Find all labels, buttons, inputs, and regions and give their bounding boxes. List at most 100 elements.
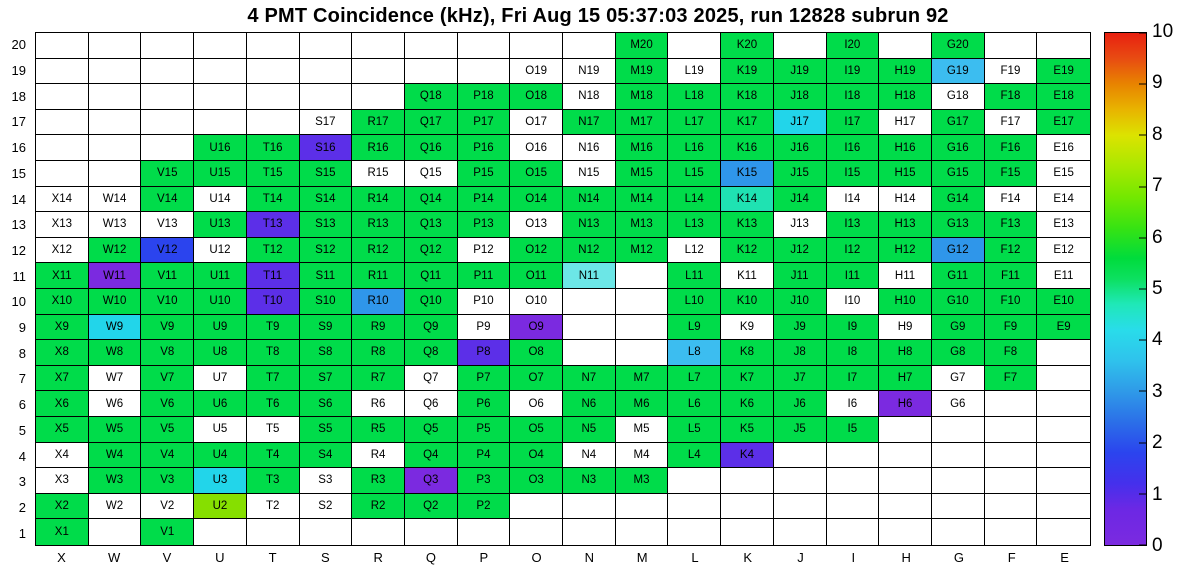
heatmap-cell-empty (1037, 365, 1090, 392)
heatmap-cell: K12 (721, 237, 774, 264)
colorbar-tick-mark (1139, 544, 1146, 546)
heatmap-cell: T8 (246, 340, 300, 366)
heatmap-cell: L14 (668, 186, 722, 213)
heatmap-cell-empty (563, 314, 616, 341)
heatmap-cell: W11 (88, 263, 142, 289)
heatmap-cell-empty (615, 289, 669, 315)
heatmap-cell-empty (88, 519, 142, 545)
heatmap-cell: O12 (510, 237, 563, 264)
colorbar-tick-label: 0 (1152, 535, 1163, 556)
heatmap-cell: I9 (826, 314, 880, 341)
y-axis-tick-label: 12 (11, 242, 26, 258)
heatmap-cell: P2 (457, 493, 511, 520)
heatmap-cell: U10 (194, 289, 247, 315)
y-axis-tick-label: 15 (11, 165, 26, 181)
heatmap-cell: G19 (931, 58, 985, 85)
heatmap-cell-empty (299, 33, 353, 59)
x-axis-tick-label: K (743, 550, 753, 565)
y-axis-tick-label: 17 (11, 114, 26, 130)
heatmap-cell-empty (615, 519, 669, 545)
heatmap-cell: Q11 (404, 263, 458, 289)
heatmap-cell: Q7 (404, 365, 458, 392)
heatmap-cell: Q8 (404, 340, 458, 366)
heatmap-cell: E16 (1037, 135, 1090, 161)
heatmap-cell: M20 (615, 33, 669, 59)
heatmap-cell: U7 (194, 365, 247, 392)
colorbar-tick-mark (1139, 134, 1146, 136)
heatmap-cell: M12 (615, 237, 669, 264)
colorbar-gradient (1104, 32, 1147, 546)
heatmap-cell: O5 (510, 417, 563, 443)
heatmap-cell: X14 (36, 186, 89, 213)
heatmap-cell-empty (88, 58, 142, 85)
heatmap-cell: M6 (615, 391, 669, 417)
heatmap-cell: J10 (773, 289, 827, 315)
heatmap-cell: N3 (563, 468, 616, 494)
colorbar-tick-mark (1139, 339, 1146, 341)
heatmap-cell: X2 (36, 493, 89, 520)
heatmap-cell: I7 (826, 365, 880, 392)
heatmap-cell: S3 (299, 468, 353, 494)
heatmap-cell: Q12 (404, 237, 458, 264)
heatmap-cell: X1 (36, 519, 89, 545)
heatmap-cell: W6 (88, 391, 142, 417)
heatmap-cell-empty (457, 519, 511, 545)
heatmap-cell: I15 (826, 161, 880, 187)
heatmap-cell: O16 (510, 135, 563, 161)
heatmap-cell: N18 (563, 84, 616, 110)
colorbar-tick-mark (1139, 288, 1146, 290)
heatmap-cell: E18 (1037, 84, 1090, 110)
heatmap-cell: Q2 (404, 493, 458, 520)
heatmap-cell-empty (931, 493, 985, 520)
x-axis-tick-label: I (851, 550, 856, 565)
heatmap-cell: E14 (1037, 186, 1090, 213)
chart-title: 4 PMT Coincidence (kHz), Fri Aug 15 05:3… (247, 5, 949, 27)
heatmap-cell: J6 (773, 391, 827, 417)
heatmap-cell-empty (984, 33, 1038, 59)
heatmap-cell: U8 (194, 340, 247, 366)
heatmap-cell: I10 (826, 289, 880, 315)
heatmap-cell-empty (721, 519, 774, 545)
heatmap-cell: H16 (879, 135, 932, 161)
heatmap-cell: T5 (246, 417, 300, 443)
x-axis-tick-label: H (901, 550, 911, 565)
heatmap-cell: R8 (352, 340, 405, 366)
colorbar-tick-mark (1139, 83, 1146, 85)
heatmap-cell-empty (1037, 417, 1090, 443)
heatmap-cell: T7 (246, 365, 300, 392)
heatmap-cell: V13 (141, 212, 195, 238)
heatmap-cell-empty (879, 417, 932, 443)
heatmap-cell-empty (299, 58, 353, 85)
heatmap-cell-empty (246, 58, 300, 85)
heatmap-cell: F17 (984, 109, 1038, 136)
heatmap-cell: T9 (246, 314, 300, 341)
heatmap-cell: V4 (141, 442, 195, 469)
heatmap-cell-empty (721, 468, 774, 494)
heatmap-cell: R12 (352, 237, 405, 264)
heatmap-cell: W9 (88, 314, 142, 341)
heatmap-cell: V10 (141, 289, 195, 315)
heatmap-cell: G15 (931, 161, 985, 187)
heatmap-cell: P3 (457, 468, 511, 494)
x-axis-tick-label: V (162, 550, 172, 565)
heatmap-cell: O17 (510, 109, 563, 136)
heatmap-cell: T4 (246, 442, 300, 469)
heatmap-cell: U6 (194, 391, 247, 417)
heatmap-cell: X5 (36, 417, 89, 443)
heatmap-cell: O13 (510, 212, 563, 238)
heatmap-cell: R11 (352, 263, 405, 289)
heatmap-cell: N12 (563, 237, 616, 264)
heatmap-cell: O3 (510, 468, 563, 494)
heatmap-cell: F18 (984, 84, 1038, 110)
heatmap-cell: E11 (1037, 263, 1090, 289)
heatmap-cell-empty (931, 468, 985, 494)
colorbar-tick-mark (1139, 237, 1146, 239)
heatmap-cell: I16 (826, 135, 880, 161)
heatmap-cell: O18 (510, 84, 563, 110)
heatmap-cell: Q14 (404, 186, 458, 213)
heatmap-cell-empty (1037, 340, 1090, 366)
heatmap-cell: E13 (1037, 212, 1090, 238)
heatmap-cell: K20 (721, 33, 774, 59)
heatmap-cell: P14 (457, 186, 511, 213)
heatmap-cell: J9 (773, 314, 827, 341)
